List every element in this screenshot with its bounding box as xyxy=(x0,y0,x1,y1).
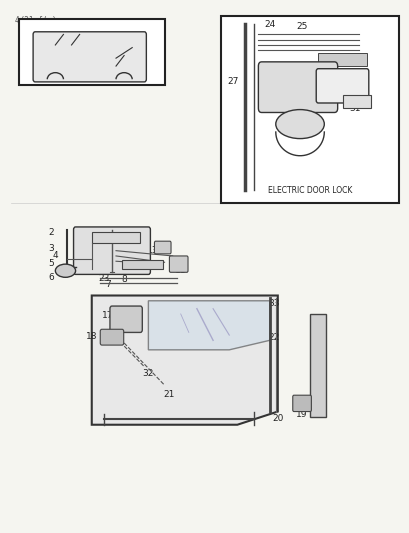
Text: 14: 14 xyxy=(118,233,130,242)
Ellipse shape xyxy=(55,264,75,277)
Text: 13: 13 xyxy=(146,246,158,255)
FancyBboxPatch shape xyxy=(169,256,188,272)
Text: 18: 18 xyxy=(86,332,97,341)
Text: 33: 33 xyxy=(267,299,279,308)
Text: 10: 10 xyxy=(151,261,162,269)
Text: 9: 9 xyxy=(125,265,131,273)
Text: 6: 6 xyxy=(48,272,54,281)
Text: 31: 31 xyxy=(348,104,360,113)
FancyBboxPatch shape xyxy=(33,32,146,82)
Text: 28: 28 xyxy=(332,85,343,94)
Text: 8: 8 xyxy=(121,275,127,284)
Text: ELECTRIC DOOR LOCK: ELECTRIC DOOR LOCK xyxy=(267,187,351,195)
Bar xyxy=(220,16,398,203)
Bar xyxy=(317,53,366,66)
FancyBboxPatch shape xyxy=(110,306,142,333)
Text: 17: 17 xyxy=(102,311,113,319)
FancyBboxPatch shape xyxy=(154,241,171,254)
Text: 5: 5 xyxy=(48,260,54,268)
FancyBboxPatch shape xyxy=(315,69,368,103)
FancyBboxPatch shape xyxy=(292,395,310,411)
Text: 11: 11 xyxy=(175,266,186,275)
Bar xyxy=(19,19,164,85)
Text: 21: 21 xyxy=(162,390,174,399)
Bar xyxy=(122,260,162,269)
Polygon shape xyxy=(92,295,277,425)
Text: 24: 24 xyxy=(263,20,275,29)
Text: 19: 19 xyxy=(296,410,307,419)
Text: 23: 23 xyxy=(98,273,109,282)
Text: 1: 1 xyxy=(89,238,94,247)
Text: 3: 3 xyxy=(48,244,54,253)
Bar xyxy=(92,232,140,243)
Text: 15: 15 xyxy=(106,251,117,260)
Text: 4: 4 xyxy=(52,252,58,261)
Text: 32: 32 xyxy=(142,368,154,377)
Text: 4/21 f(s): 4/21 f(s) xyxy=(15,16,56,25)
Text: 7: 7 xyxy=(105,280,110,289)
Text: 2: 2 xyxy=(48,228,54,237)
Text: 29: 29 xyxy=(292,124,303,133)
Bar xyxy=(342,95,370,108)
FancyBboxPatch shape xyxy=(100,329,124,345)
Polygon shape xyxy=(148,301,269,350)
Text: 25: 25 xyxy=(296,22,307,31)
Text: 26: 26 xyxy=(320,54,331,63)
Polygon shape xyxy=(309,314,326,417)
Text: 22: 22 xyxy=(267,333,279,342)
Text: 16: 16 xyxy=(118,320,130,329)
Text: 12: 12 xyxy=(158,242,170,251)
Text: 27: 27 xyxy=(227,77,238,86)
FancyBboxPatch shape xyxy=(258,62,337,112)
Text: 30: 30 xyxy=(259,104,271,113)
Text: 20: 20 xyxy=(272,414,283,423)
Ellipse shape xyxy=(275,110,324,139)
FancyBboxPatch shape xyxy=(73,227,150,274)
